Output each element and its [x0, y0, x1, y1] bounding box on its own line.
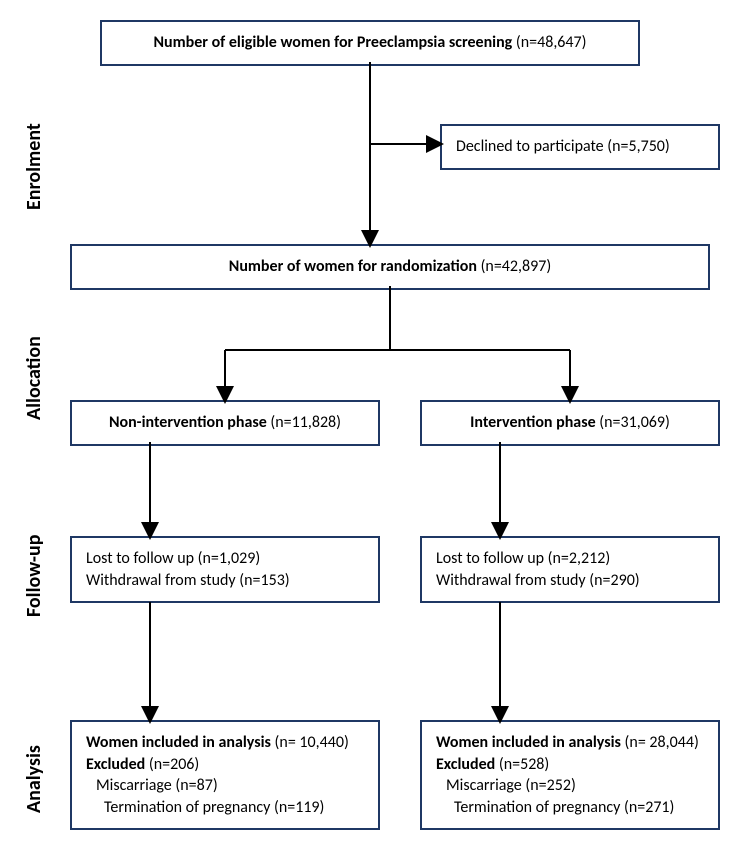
phase-label-analysis: Analysis	[22, 745, 46, 813]
box-nonintervention: Non-intervention phase (n=11,828)	[70, 400, 380, 446]
analysis-left-miscarriage: Miscarriage (n=87)	[86, 775, 364, 797]
analysis-left-included: Women included in analysis (n= 10,440)	[86, 732, 364, 754]
box-declined: Declined to participate (n=5,750)	[440, 124, 720, 170]
declined-n: (n=5,750)	[604, 137, 670, 156]
randomization-n: (n=42,897)	[477, 257, 551, 276]
analysis-right-excluded: Excluded (n=528)	[436, 754, 704, 776]
box-followup-left: Lost to follow up (n=1,029) Withdrawal f…	[70, 536, 380, 603]
analysis-left-excluded: Excluded (n=206)	[86, 754, 364, 776]
followup-right-withdraw: Withdrawal from study (n=290)	[436, 570, 704, 592]
nonintervention-label: Non-intervention phase	[109, 413, 267, 432]
analysis-right-termination: Termination of pregnancy (n=271)	[436, 797, 704, 819]
box-eligible: Number of eligible women for Preeclampsi…	[100, 20, 640, 66]
followup-right-lost: Lost to follow up (n=2,212)	[436, 548, 704, 570]
analysis-right-included: Women included in analysis (n= 28,044)	[436, 732, 704, 754]
phase-label-allocation: Allocation	[22, 336, 46, 420]
phase-label-enrolment: Enrolment	[22, 123, 46, 210]
analysis-right-miscarriage: Miscarriage (n=252)	[436, 775, 704, 797]
box-followup-right: Lost to follow up (n=2,212) Withdrawal f…	[420, 536, 720, 603]
followup-left-withdraw: Withdrawal from study (n=153)	[86, 570, 364, 592]
declined-label: Declined to participate	[456, 137, 604, 156]
phase-label-followup: Follow-up	[22, 535, 46, 617]
analysis-left-termination: Termination of pregnancy (n=119)	[86, 797, 364, 819]
intervention-label: Intervention phase	[470, 413, 596, 432]
box-randomization: Number of women for randomization (n=42,…	[70, 244, 710, 290]
box-analysis-left: Women included in analysis (n= 10,440) E…	[70, 720, 380, 830]
randomization-label: Number of women for randomization	[229, 257, 477, 276]
eligible-n: (n=48,647)	[512, 33, 586, 52]
intervention-n: (n=31,069)	[596, 413, 670, 432]
box-analysis-right: Women included in analysis (n= 28,044) E…	[420, 720, 720, 830]
eligible-label: Number of eligible women for Preeclampsi…	[153, 33, 512, 52]
nonintervention-n: (n=11,828)	[267, 413, 341, 432]
followup-left-lost: Lost to follow up (n=1,029)	[86, 548, 364, 570]
box-intervention: Intervention phase (n=31,069)	[420, 400, 720, 446]
